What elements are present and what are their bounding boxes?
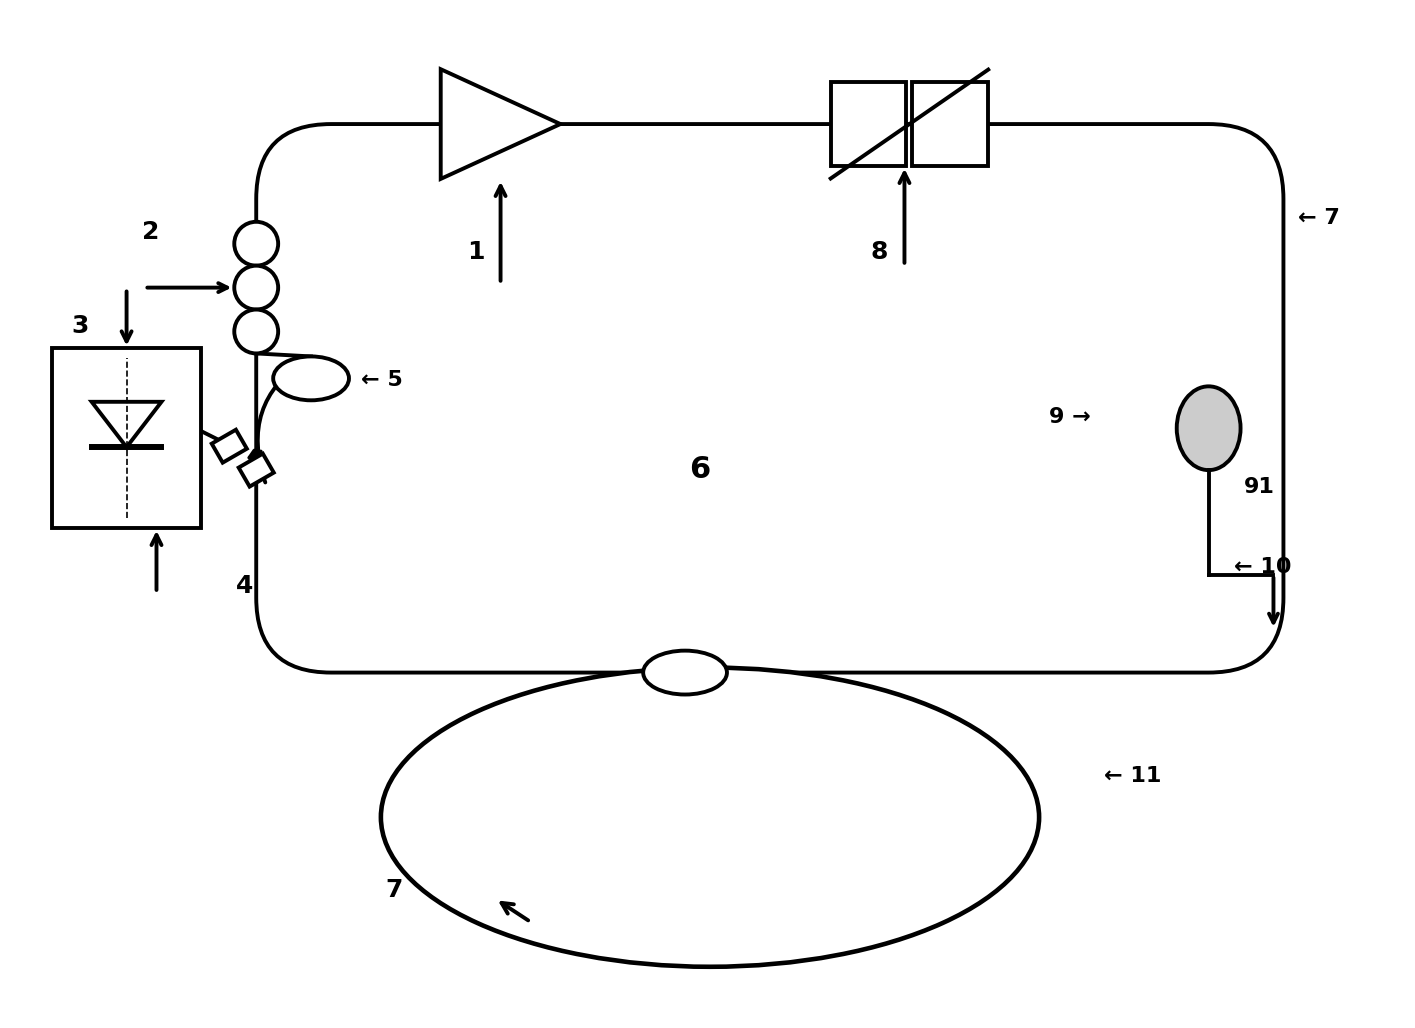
Ellipse shape [273,357,350,400]
Text: 6: 6 [689,455,710,484]
Bar [52,348,201,528]
Ellipse shape [644,651,727,695]
Text: ← 10: ← 10 [1234,557,1290,577]
Bar [239,453,273,486]
Circle shape [235,309,279,354]
Text: 2: 2 [142,220,158,244]
Text: 9 →: 9 → [1049,407,1091,428]
Circle shape [235,222,279,265]
Polygon shape [440,69,560,179]
Text: 1: 1 [467,240,484,264]
Text: ← 11: ← 11 [1104,766,1162,786]
Text: 8: 8 [870,240,889,264]
Bar [913,82,988,166]
Ellipse shape [381,667,1039,966]
Text: ← 5: ← 5 [361,370,403,391]
Bar [212,430,246,463]
Text: ← 7: ← 7 [1299,208,1340,228]
Text: 91: 91 [1244,477,1275,498]
Circle shape [235,265,279,309]
Ellipse shape [1177,387,1241,470]
Text: 4: 4 [236,574,253,598]
Text: 7: 7 [386,878,403,902]
Bar [831,82,907,166]
Text: 3: 3 [72,315,89,338]
